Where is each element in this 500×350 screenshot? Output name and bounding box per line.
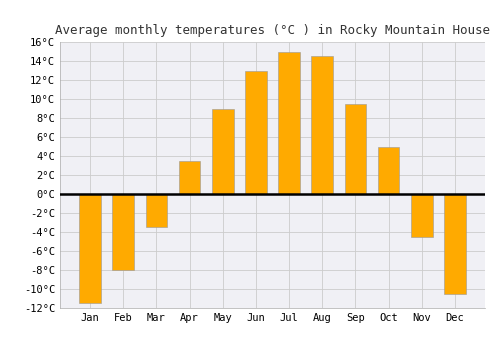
Bar xyxy=(378,147,400,194)
Bar xyxy=(212,108,234,194)
Bar xyxy=(179,161,201,194)
Bar xyxy=(411,194,432,237)
Bar xyxy=(344,104,366,194)
Bar xyxy=(146,194,167,227)
Title: Average monthly temperatures (°C ) in Rocky Mountain House: Average monthly temperatures (°C ) in Ro… xyxy=(55,24,490,37)
Bar xyxy=(80,194,101,303)
Bar xyxy=(245,70,266,194)
Bar xyxy=(112,194,134,270)
Bar xyxy=(444,194,466,294)
Bar xyxy=(312,56,333,194)
Bar xyxy=(278,51,300,194)
